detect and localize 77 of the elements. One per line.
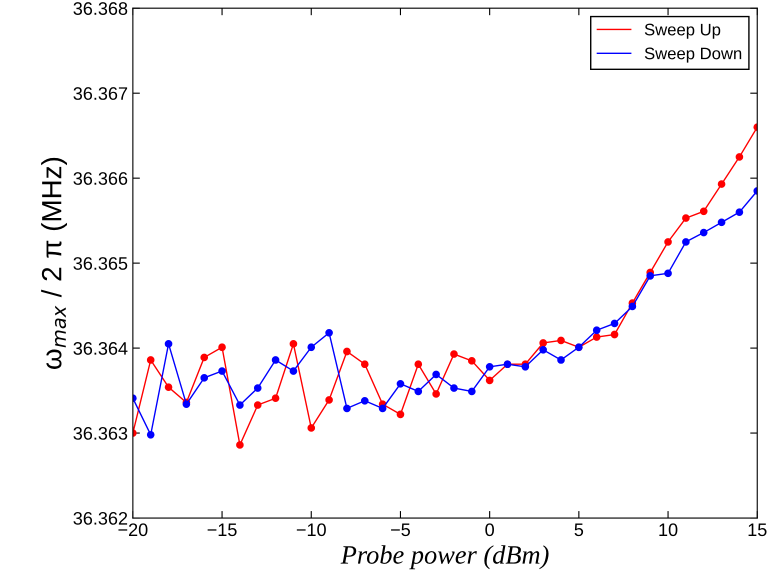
point (700, 207, 708, 216)
point (646, 272, 654, 280)
point (682, 214, 690, 222)
point (486, 376, 494, 384)
x-tick-label: −15 (208, 524, 237, 536)
point (325, 396, 333, 404)
x-tick-label: −5 (391, 524, 410, 536)
point (236, 441, 244, 449)
point (200, 354, 208, 362)
point (522, 362, 530, 371)
legend-label: Sweep Up (644, 24, 720, 39)
y-tick-label: 36.365 (73, 257, 128, 270)
point (146, 430, 155, 439)
point (307, 424, 316, 432)
point (468, 357, 476, 365)
point (254, 384, 262, 392)
point (218, 343, 226, 352)
point (396, 410, 404, 418)
point (272, 394, 280, 402)
y-tick-label: 36.362 (73, 512, 128, 525)
point (290, 367, 298, 375)
point (700, 228, 708, 236)
point (718, 218, 726, 226)
point (307, 343, 316, 352)
point (325, 328, 333, 337)
y-tick-label: 36.367 (73, 87, 128, 100)
x-tick-label: 15 (748, 524, 767, 536)
point (718, 180, 726, 188)
x-axis-title: Probe power (dBm) (340, 545, 549, 570)
y-tick-label: 36.364 (73, 342, 128, 355)
point (343, 348, 351, 356)
point (432, 370, 440, 378)
point (290, 340, 298, 348)
point (592, 326, 601, 334)
point (164, 340, 172, 348)
x-tick-label: 0 (485, 523, 494, 536)
point (378, 404, 386, 412)
x-tick-label: −10 (296, 523, 326, 536)
legend-label: Sweep Down (644, 48, 742, 63)
point (254, 401, 262, 409)
point (539, 339, 547, 347)
point (414, 360, 422, 368)
point (200, 374, 208, 382)
point (450, 350, 458, 358)
point (539, 346, 547, 354)
point (236, 401, 244, 409)
point (146, 356, 155, 364)
point (343, 404, 351, 412)
point (592, 333, 601, 341)
point (736, 153, 744, 161)
point (664, 238, 672, 246)
point (610, 320, 618, 328)
point (396, 380, 404, 388)
x-tick-label: 10 (659, 523, 678, 536)
y-tick-label: 36.368 (73, 2, 128, 15)
point (272, 356, 280, 364)
y-tick-label: 36.363 (73, 426, 128, 440)
point (360, 396, 369, 405)
point (557, 336, 565, 344)
point (557, 356, 565, 364)
point (468, 388, 476, 396)
point (682, 238, 690, 246)
point (664, 270, 672, 278)
x-tick-label: 5 (574, 524, 584, 536)
x-tick-label: −20 (118, 523, 148, 536)
point (610, 330, 618, 338)
point (414, 388, 422, 396)
point (218, 367, 226, 375)
point (450, 384, 458, 392)
point (736, 208, 744, 216)
point (164, 383, 172, 391)
point (360, 360, 369, 368)
y-tick-label: 36.366 (73, 172, 128, 185)
point (628, 302, 636, 310)
point (432, 390, 440, 398)
y-axis-title: ω$_{max}$ / 2 π (MHz) (41, 158, 67, 369)
point (486, 362, 494, 371)
